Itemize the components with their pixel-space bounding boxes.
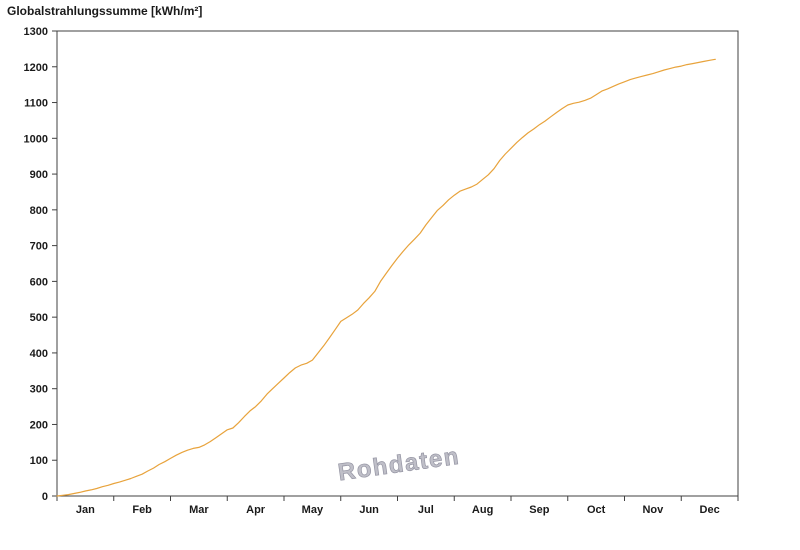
y-axis-tick-label: 200 (30, 419, 48, 431)
x-axis-month-label: Aug (472, 504, 493, 516)
x-axis-month-label: Sep (529, 504, 549, 516)
x-axis-month-label: Dec (700, 504, 720, 516)
y-axis-tick-label: 300 (30, 384, 48, 396)
y-axis-tick-label: 1100 (24, 98, 48, 110)
y-axis-tick-label: 500 (30, 312, 48, 324)
y-axis-tick-label: 700 (30, 241, 48, 253)
y-axis-tick-label: 0 (42, 491, 48, 503)
x-axis-month-label: Jun (359, 504, 379, 516)
y-axis-tick-label: 1200 (24, 62, 48, 74)
x-axis-month-label: Feb (132, 504, 152, 516)
y-axis-tick-label: 600 (30, 276, 48, 288)
y-axis-tick-label: 800 (30, 205, 48, 217)
x-axis-month-label: Apr (246, 504, 266, 516)
y-axis-tick-label: 900 (30, 169, 48, 181)
y-axis-tick-label: 1300 (24, 26, 48, 38)
x-axis-month-label: Jul (418, 504, 434, 516)
y-axis-tick-label: 100 (30, 455, 48, 467)
x-axis-month-label: Mar (189, 504, 209, 516)
y-axis-tick-label: 1000 (24, 133, 48, 145)
x-axis-month-label: Jan (76, 504, 95, 516)
y-axis-tick-label: 400 (30, 348, 48, 360)
x-axis-month-label: Oct (587, 504, 606, 516)
x-axis-month-label: Nov (642, 504, 664, 516)
radiation-cumulative-line (56, 58, 716, 497)
x-axis-month-label: May (302, 504, 324, 516)
plot-border (56, 30, 739, 497)
chart-title: Globalstrahlungssumme [kWh/m²] (7, 4, 203, 18)
